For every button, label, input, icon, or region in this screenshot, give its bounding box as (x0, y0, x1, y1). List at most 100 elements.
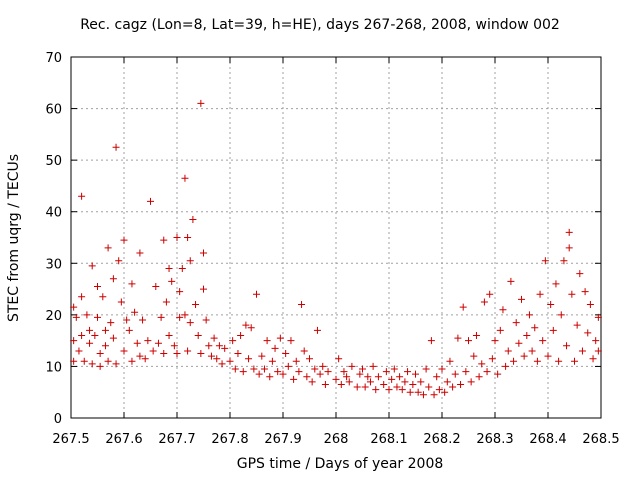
data-point (266, 373, 274, 381)
data-point (104, 357, 112, 365)
data-point (486, 290, 494, 298)
data-point (295, 368, 303, 376)
data-point (207, 352, 215, 360)
data-point (231, 365, 239, 373)
data-point (573, 321, 581, 329)
data-point (75, 347, 83, 355)
data-point (173, 350, 181, 358)
data-point (525, 311, 533, 319)
data-point (287, 337, 295, 345)
data-point (512, 319, 520, 327)
x-tick-label: 267.6 (105, 432, 142, 447)
y-tick-label: 0 (54, 412, 62, 427)
data-point (147, 197, 154, 205)
data-point (518, 295, 525, 303)
data-point (364, 373, 372, 381)
data-point (300, 347, 308, 355)
data-point (104, 244, 112, 252)
data-point (86, 339, 94, 347)
data-point (478, 360, 486, 368)
data-point (578, 347, 586, 355)
x-axis-label: GPS time / Days of year 2008 (236, 456, 444, 472)
data-point (168, 277, 176, 285)
data-point (186, 319, 194, 327)
data-point (274, 368, 282, 376)
data-point (433, 373, 441, 381)
data-point (72, 313, 80, 321)
data-point (86, 326, 94, 334)
data-point (253, 290, 260, 298)
data-point (457, 380, 465, 388)
data-point (229, 337, 237, 345)
data-point (290, 375, 298, 383)
data-point (417, 378, 425, 386)
data-point (541, 257, 549, 265)
data-point (560, 257, 568, 265)
data-point (160, 350, 168, 358)
data-point (94, 282, 101, 290)
data-point (594, 347, 602, 355)
data-point (483, 368, 491, 376)
data-point (504, 347, 512, 355)
data-point (451, 370, 459, 378)
data-point (565, 228, 573, 236)
data-point (181, 174, 189, 182)
data-point (271, 344, 279, 352)
data-point (234, 350, 242, 358)
data-point (459, 303, 467, 311)
data-point (78, 192, 86, 200)
data-point (470, 352, 478, 360)
data-point (70, 337, 78, 345)
x-tick-label: 268.5 (582, 432, 619, 447)
data-point (388, 375, 396, 383)
data-point (282, 350, 290, 358)
data-point (528, 347, 536, 355)
data-point (446, 357, 454, 365)
data-point (157, 313, 165, 321)
data-point (496, 326, 504, 334)
data-point (308, 378, 316, 386)
data-point (250, 365, 258, 373)
data-point (292, 357, 300, 365)
data-point (178, 264, 186, 272)
data-point (226, 357, 234, 365)
data-point (128, 357, 136, 365)
data-point (343, 373, 351, 381)
data-point (139, 316, 147, 324)
data-point (160, 236, 168, 244)
data-point (313, 326, 321, 334)
data-point (441, 388, 449, 396)
y-axis-label: STEC from uqrg / TECUs (6, 153, 22, 323)
data-point (120, 236, 128, 244)
data-point (107, 319, 115, 327)
data-point (237, 331, 245, 339)
data-point (332, 375, 340, 383)
data-point (149, 347, 157, 355)
x-tick-label: 267.8 (211, 432, 248, 447)
data-point (316, 370, 324, 378)
data-point (422, 365, 430, 373)
data-point (340, 368, 348, 376)
data-point (401, 378, 409, 386)
data-point (321, 380, 329, 388)
data-point (465, 337, 472, 345)
data-point (117, 298, 125, 306)
data-point (568, 290, 576, 298)
data-point (536, 290, 544, 298)
y-tick-label: 70 (45, 51, 62, 66)
data-point (467, 378, 475, 386)
data-point (186, 257, 194, 265)
data-point (176, 288, 184, 296)
data-point (255, 370, 263, 378)
data-point (547, 301, 555, 309)
x-tick-label: 267.5 (52, 432, 89, 447)
data-point (96, 350, 104, 358)
data-point (576, 270, 584, 278)
data-point (189, 215, 197, 223)
data-point (406, 388, 414, 396)
data-point (507, 277, 515, 285)
data-point (279, 370, 287, 378)
data-point (454, 334, 462, 342)
data-point (348, 362, 356, 370)
data-point (488, 355, 496, 363)
